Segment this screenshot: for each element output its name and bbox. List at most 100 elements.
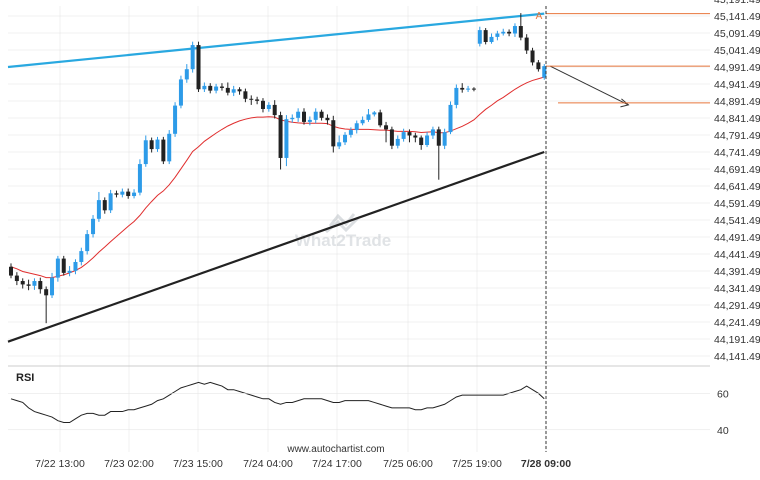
time-tick-label: 7/23 02:00 [104, 458, 154, 470]
candle-body [32, 281, 37, 286]
candle [50, 272, 55, 299]
projection-arrow-line [550, 65, 629, 106]
rsi-tick-label: 60 [717, 388, 729, 400]
candle-body [307, 119, 312, 122]
candle-body [512, 26, 517, 34]
price-tick-label: 45,041.4926 [714, 45, 760, 57]
price-tick-label: 44,241.4926 [714, 317, 760, 329]
candle [413, 132, 418, 143]
time-tick-label: 7/25 19:00 [452, 458, 502, 470]
candle [419, 135, 424, 150]
price-tick-label: 44,991.4926 [714, 62, 760, 74]
candle-body [219, 86, 224, 88]
candle [495, 30, 500, 41]
candle-body [460, 87, 465, 90]
candle-body [501, 31, 506, 34]
candle-body [372, 112, 377, 115]
candle [55, 255, 60, 282]
candle [126, 188, 131, 199]
candle-body [384, 125, 389, 130]
candle [319, 109, 324, 121]
candle [512, 23, 517, 37]
candle [290, 114, 295, 123]
candle [120, 188, 125, 198]
candle [219, 83, 224, 91]
candle [243, 88, 248, 103]
candle [208, 83, 213, 94]
price-tick-label: 44,591.4926 [714, 198, 760, 210]
candle-body [9, 266, 13, 276]
candle [231, 85, 236, 97]
candle-body [108, 193, 113, 211]
footer-url: www.autochartist.com [286, 444, 384, 455]
candle [143, 135, 148, 167]
candle [132, 189, 137, 199]
candle [542, 64, 547, 80]
time-tick-label: 7/24 17:00 [312, 458, 362, 470]
candle [108, 189, 113, 214]
candle-body [419, 137, 424, 146]
candle [260, 98, 265, 113]
price-tick-label: 44,141.4926 [714, 351, 760, 363]
candle [38, 277, 43, 294]
price-tick-label: 44,291.4926 [714, 300, 760, 312]
moving-average-series [10, 76, 545, 279]
candle-body [161, 139, 166, 162]
candle [466, 85, 471, 92]
candle-body [425, 135, 430, 146]
candle-body [249, 98, 254, 100]
candle-body [348, 130, 353, 135]
candle [137, 159, 142, 196]
candle-body [55, 258, 60, 278]
svg-text:What2Trade: What2Trade [295, 231, 391, 250]
candle [460, 83, 465, 93]
price-tick-label: 44,841.4926 [714, 113, 760, 125]
candle [366, 108, 371, 122]
whattrade-watermark-logo: What2Trade [295, 213, 391, 250]
levels [546, 13, 710, 104]
time-axis: 7/22 13:00 7/23 02:00 7/23 15:00 7/24 04:00… [35, 458, 571, 470]
candle [278, 111, 283, 170]
candle [79, 247, 84, 266]
candle [378, 109, 383, 128]
candle-body [325, 117, 330, 121]
candle [272, 100, 277, 119]
time-tick-label: 7/23 15:00 [173, 458, 223, 470]
candle [44, 286, 49, 324]
candle [436, 126, 441, 180]
candle [307, 116, 312, 126]
candle [530, 47, 535, 66]
candle [501, 28, 506, 36]
candle-body [454, 87, 459, 105]
candle [178, 75, 183, 109]
candle [442, 128, 447, 150]
candle [173, 102, 178, 137]
candle-body [407, 132, 412, 136]
candle-body [149, 140, 154, 150]
candle-body [354, 123, 359, 131]
candle-body [102, 200, 107, 211]
candle-body [313, 111, 318, 120]
candle-body [155, 139, 160, 150]
candle-body [507, 31, 512, 34]
candle-body [483, 30, 488, 43]
candle [302, 108, 306, 125]
candle [407, 129, 412, 143]
candle-body [26, 284, 31, 286]
candle [190, 41, 195, 73]
price-tick-label: 44,691.4926 [714, 164, 760, 176]
candle-body [137, 164, 142, 193]
price-tick-label: 44,341.4926 [714, 283, 760, 295]
time-tick-label: 7/28 09:00 [521, 458, 571, 470]
candle-body [366, 114, 371, 120]
candle [331, 115, 336, 153]
candle [26, 279, 31, 291]
trend-lines [7, 12, 630, 343]
candle-body [266, 104, 271, 109]
candle [384, 121, 389, 143]
candle-body [272, 104, 277, 116]
candle [9, 263, 13, 279]
candle-body [114, 193, 119, 195]
candle-body [214, 86, 219, 91]
